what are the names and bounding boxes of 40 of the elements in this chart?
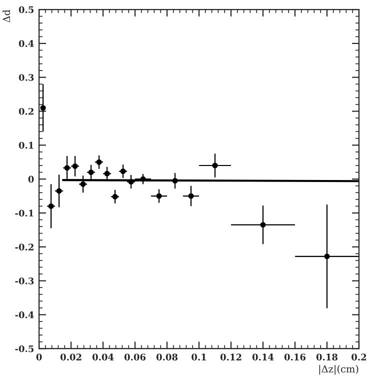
- y-tick-label: 0.4: [18, 40, 34, 47]
- y-tick-label: -0.3: [15, 278, 34, 284]
- y-axis-title: Δd: [2, 10, 10, 22]
- y-tick-label: -0.5: [15, 345, 34, 352]
- x-tick-label: 0.14: [252, 354, 274, 360]
- point: [172, 178, 178, 184]
- point: [48, 203, 54, 209]
- y-tick-label: -0.2: [15, 244, 34, 250]
- point: [156, 193, 162, 199]
- point: [140, 176, 146, 182]
- x-tick-label: 0.06: [124, 354, 146, 360]
- x-tick-label: 0.1: [192, 354, 206, 360]
- x-axis-title: |Δz|(cm): [319, 364, 358, 375]
- y-tick-label: 0.1: [18, 142, 34, 149]
- point: [112, 194, 118, 200]
- point: [188, 193, 194, 199]
- x-tick-label: 0.16: [284, 354, 306, 360]
- point: [260, 222, 266, 228]
- point: [104, 170, 110, 176]
- point: [96, 159, 102, 165]
- x-tick-label: 0.08: [156, 354, 178, 360]
- x-tick-label: 0.02: [60, 354, 82, 360]
- y-tick-label: 0: [28, 176, 34, 183]
- y-tick-label: -0.1: [15, 210, 34, 217]
- point: [40, 105, 46, 111]
- point: [120, 168, 126, 174]
- x-tick-label: 0: [36, 354, 42, 360]
- y-tick-label: 0.5: [18, 6, 34, 14]
- y-tick-label: 0.3: [18, 74, 34, 81]
- point: [212, 162, 218, 168]
- y-tick-label: 0.2: [18, 108, 34, 115]
- y-tick-label: -0.4: [15, 311, 34, 318]
- point: [56, 188, 62, 194]
- x-tick-label: 0.12: [220, 354, 242, 360]
- point: [80, 181, 86, 187]
- x-tick-label: 0.04: [92, 354, 114, 360]
- point: [324, 254, 330, 260]
- point: [88, 170, 94, 176]
- x-tick-label: 0.18: [316, 354, 338, 360]
- x-tick-label: 0.2: [352, 354, 366, 360]
